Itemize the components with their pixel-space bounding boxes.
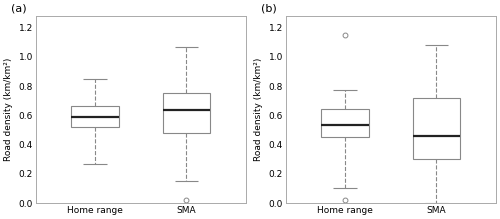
PathPatch shape [322, 109, 369, 136]
PathPatch shape [163, 93, 210, 133]
Text: (b): (b) [260, 4, 276, 14]
Y-axis label: Road density (km/km²): Road density (km/km²) [4, 58, 13, 161]
PathPatch shape [72, 106, 119, 127]
Text: (a): (a) [10, 4, 26, 14]
PathPatch shape [413, 99, 460, 159]
Y-axis label: Road density (km/km²): Road density (km/km²) [254, 58, 263, 161]
